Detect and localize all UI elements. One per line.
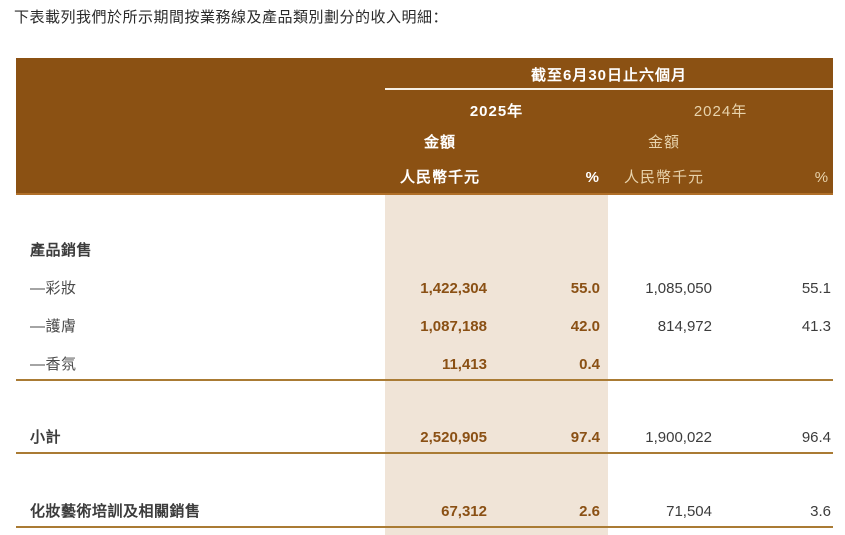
amount-label-2025: 金額	[385, 123, 495, 154]
pct-2025: 2.6	[495, 453, 608, 528]
amount-2025: 1,422,304	[385, 265, 495, 303]
pct-2025: 100.0	[495, 527, 608, 535]
pct-2024: 41.3	[801, 318, 832, 335]
amount-2025: 1,087,188	[385, 303, 495, 341]
table-body: 產品銷售 —彩妝 1,422,304 55.0 1,085,050 55.1 —護膚 1,08…	[16, 194, 834, 535]
amount-2025: 2,588,217	[385, 527, 495, 535]
amount-label-2024: 金額	[608, 123, 720, 154]
row-label: 總計	[16, 527, 385, 535]
amount-2024: 814,972	[657, 318, 712, 335]
amount-2024: 71,504	[608, 453, 720, 528]
header-spacer	[16, 154, 385, 195]
header-spacer	[16, 123, 385, 154]
amount-2025: 67,312	[385, 453, 495, 528]
pct-2024: 96.4	[720, 380, 834, 454]
header-spacer	[16, 89, 385, 123]
amount-2025: 11,413	[385, 341, 495, 381]
table-row: —彩妝 1,422,304 55.0 1,085,050 55.1	[16, 265, 833, 303]
pct-label-2024: %	[720, 154, 834, 195]
year-2025-header: 2025年	[385, 89, 608, 123]
pct-2025: 0.4	[495, 341, 608, 381]
table-row: 小計 2,520,905 97.4 1,900,022 96.4	[16, 380, 834, 454]
period-header-row: 截至6月30日止六個月	[16, 58, 834, 90]
table-row: —護膚 1,087,188 42.0 814,972 41.3	[16, 303, 833, 341]
pct-2025: 42.0	[495, 303, 608, 341]
unit-label-2024: 人民幣千元	[608, 154, 720, 195]
revenue-table: 截至6月30日止六個月 2025年 2024年 金額 金額 人民幣千元	[16, 58, 834, 535]
pct-label-2025: %	[495, 154, 608, 195]
pct-2024	[720, 341, 834, 381]
header-spacer	[720, 123, 834, 154]
intro-text: 下表載列我們於所示期間按業務線及產品類別劃分的收入明細：	[14, 9, 449, 26]
row-label: 化妝藝術培訓及相關銷售	[16, 453, 385, 528]
row-label: 產品銷售	[30, 242, 93, 259]
row-label: —護膚	[30, 318, 77, 335]
period-header: 截至6月30日止六個月	[385, 58, 834, 90]
table-row: 產品銷售	[16, 194, 833, 265]
pct-2025: 97.4	[495, 380, 608, 454]
amount-2024: 1,900,022	[608, 380, 720, 454]
year-2024-header: 2024年	[608, 89, 834, 123]
table-row: 化妝藝術培訓及相關銷售 67,312 2.6 71,504 3.6	[16, 453, 834, 528]
header-spacer	[495, 123, 608, 154]
pct-2024: 100.0	[720, 527, 834, 535]
table-row: 總計2,588,217100.01,971,526100.0	[16, 527, 834, 535]
pct-2025	[495, 194, 608, 265]
unit-label-2025: 人民幣千元	[385, 154, 495, 195]
pct-2024: 3.6	[720, 453, 834, 528]
row-label: —彩妝	[30, 280, 77, 297]
pct-2024: 55.1	[801, 280, 832, 297]
amount-header-row: 金額 金額	[16, 123, 834, 154]
amount-2025: 2,520,905	[385, 380, 495, 454]
unit-header-row: 人民幣千元 % 人民幣千元 %	[16, 154, 834, 195]
revenue-breakdown-table: 截至6月30日止六個月 2025年 2024年 金額 金額 人民幣千元	[16, 58, 834, 535]
amount-2024	[608, 341, 720, 381]
year-header-row: 2025年 2024年	[16, 89, 834, 123]
amount-2024	[608, 194, 720, 265]
amount-2025	[385, 194, 495, 265]
amount-2024: 1,971,526	[608, 527, 720, 535]
pct-2025: 55.0	[495, 265, 608, 303]
row-label: 小計	[16, 380, 385, 454]
amount-2024: 1,085,050	[645, 280, 712, 297]
pct-2024	[720, 194, 833, 265]
table-row: —香氛 11,413 0.4	[16, 341, 834, 381]
table-header: 截至6月30日止六個月 2025年 2024年 金額 金額 人民幣千元	[16, 58, 834, 195]
header-spacer	[16, 58, 385, 89]
row-label: —香氛	[16, 341, 385, 381]
